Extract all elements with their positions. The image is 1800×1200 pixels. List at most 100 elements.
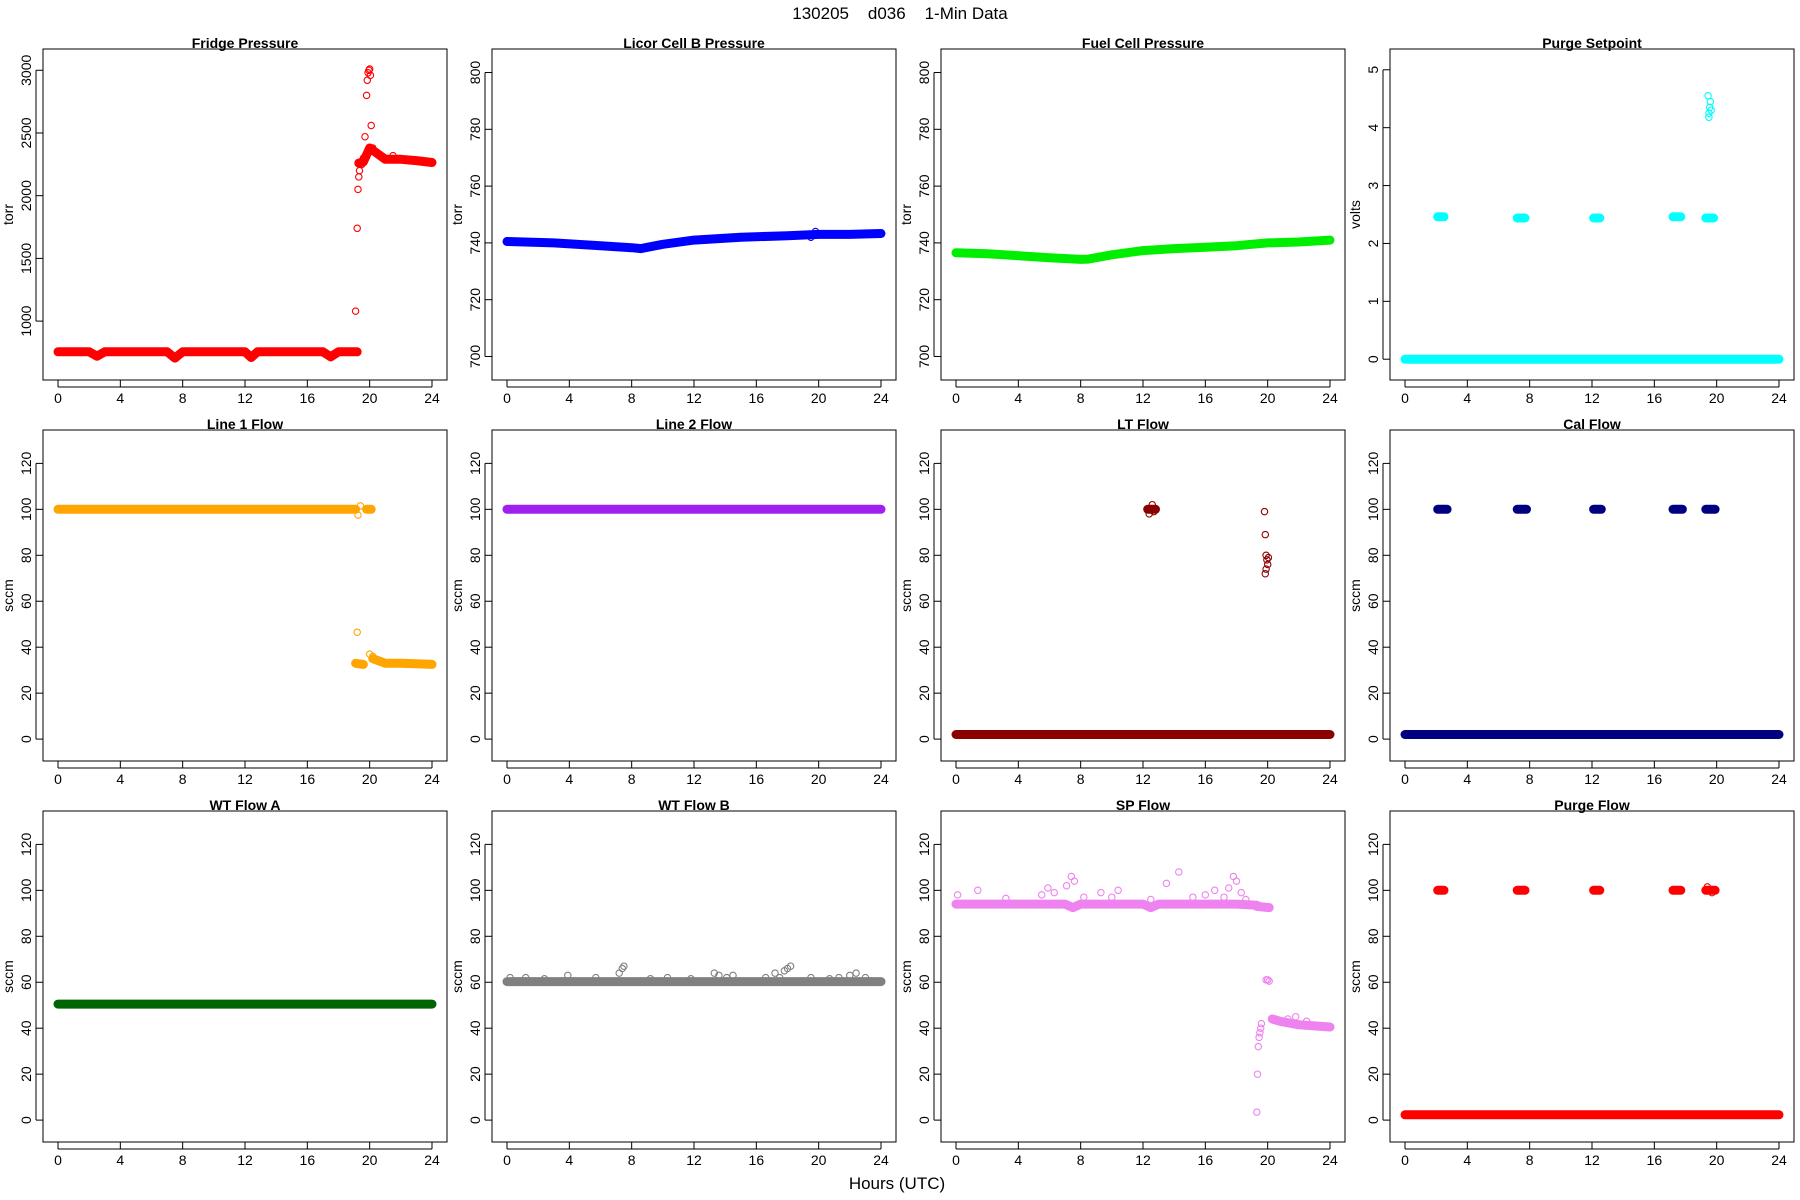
y-tick-label: 0 xyxy=(18,1116,34,1124)
x-tick-label: 4 xyxy=(116,390,124,406)
data-point xyxy=(362,91,371,100)
x-tick-label: 20 xyxy=(811,771,827,787)
data-point xyxy=(359,154,368,162)
panel-title: SP Flow xyxy=(1116,797,1170,813)
series-line xyxy=(354,143,437,168)
panel-11: Purge Flow sccm 0 4 8 12 16 20 24 0 20 40 60 80 100 120 xyxy=(1347,797,1795,1168)
y-tick-label: 80 xyxy=(1365,928,1381,944)
y-tick-label: 100 xyxy=(916,878,932,902)
y-tick-label: 4 xyxy=(1365,124,1381,132)
x-tick-label: 0 xyxy=(952,390,960,406)
data-point xyxy=(761,973,770,982)
panel-2: Fuel Cell Pressure torr 0 4 8 12 16 20 24 700 720 7… xyxy=(898,35,1346,406)
x-tick-label: 16 xyxy=(1198,771,1214,787)
y-axis-label: sccm xyxy=(449,579,465,612)
data-point xyxy=(1242,895,1250,904)
x-tick-label: 8 xyxy=(179,771,187,787)
y-tick-label: 20 xyxy=(916,1066,932,1082)
series-line xyxy=(351,658,368,669)
plot-frame xyxy=(1389,810,1795,1143)
panel-title: Fuel Cell Pressure xyxy=(1082,35,1204,51)
data-point xyxy=(1080,893,1088,901)
y-tick-label: 720 xyxy=(916,288,932,312)
figure-suptitle: 130205 d036 1-Min Data xyxy=(792,4,1008,23)
data-point xyxy=(1264,553,1273,562)
panel-9: WT Flow B sccm 0 4 8 12 16 20 24 0 20 40 60 80 100 120 xyxy=(449,797,897,1168)
x-tick-label: 20 xyxy=(1260,1152,1276,1168)
x-tick-label: 20 xyxy=(1709,390,1725,406)
data-point xyxy=(353,224,361,233)
x-tick-label: 24 xyxy=(873,1152,889,1168)
data-point xyxy=(1263,976,1272,984)
data-point xyxy=(1302,1017,1311,1026)
y-axis-label: sccm xyxy=(0,579,16,612)
data-point xyxy=(1265,977,1273,985)
data-point xyxy=(710,969,719,977)
y-tick-label: 2000 xyxy=(18,180,34,211)
data-point xyxy=(852,969,860,977)
panel-title: Fridge Pressure xyxy=(192,35,299,51)
plot-frame xyxy=(1389,429,1795,762)
y-tick-label: 20 xyxy=(467,685,483,701)
data-point xyxy=(1256,1024,1265,1032)
x-tick-label: 8 xyxy=(1077,1152,1085,1168)
data-point xyxy=(1284,1015,1292,1023)
data-point xyxy=(506,973,514,982)
x-tick-label: 12 xyxy=(1584,1152,1600,1168)
y-axis-label: sccm xyxy=(898,579,914,612)
data-point xyxy=(592,973,600,982)
plot-frame xyxy=(491,48,897,381)
y-tick-label: 40 xyxy=(1365,1020,1381,1036)
y-tick-label: 40 xyxy=(467,1020,483,1036)
x-tick-label: 20 xyxy=(362,1152,378,1168)
y-tick-label: 100 xyxy=(916,497,932,521)
x-tick-label: 16 xyxy=(749,1152,765,1168)
series-line xyxy=(1267,1014,1335,1032)
y-tick-label: 740 xyxy=(467,231,483,255)
data-point xyxy=(722,973,731,982)
x-tick-label: 16 xyxy=(1198,390,1214,406)
data-point xyxy=(663,973,672,982)
panel-title: LT Flow xyxy=(1117,416,1169,432)
data-point xyxy=(811,227,820,236)
plot-frame xyxy=(42,810,448,1143)
y-tick-label: 120 xyxy=(18,832,34,856)
data-point xyxy=(786,962,795,970)
x-tick-label: 0 xyxy=(1401,390,1409,406)
data-point xyxy=(953,891,962,899)
y-axis-label: torr xyxy=(0,204,16,225)
x-tick-label: 4 xyxy=(565,771,573,787)
x-tick-label: 8 xyxy=(1526,390,1534,406)
y-tick-label: 80 xyxy=(1365,547,1381,563)
y-tick-label: 720 xyxy=(467,288,483,312)
panel-title: Line 2 Flow xyxy=(656,416,732,432)
panel-10: SP Flow sccm 0 4 8 12 16 20 24 0 20 40 60 80 100 120 xyxy=(898,797,1346,1168)
data-point xyxy=(775,973,784,982)
data-point xyxy=(825,975,834,983)
panel-0: Fridge Pressure torr 0 4 8 12 16 20 24 1000 1500 20… xyxy=(0,35,448,406)
x-tick-label: 12 xyxy=(1135,390,1151,406)
panel-title: Cal Flow xyxy=(1563,416,1621,432)
y-tick-label: 80 xyxy=(18,547,34,563)
x-tick-label: 8 xyxy=(1077,771,1085,787)
y-axis-label: sccm xyxy=(1347,579,1363,612)
y-tick-label: 0 xyxy=(1365,735,1381,743)
x-tick-label: 16 xyxy=(300,1152,316,1168)
data-point xyxy=(1707,106,1715,115)
x-tick-label: 0 xyxy=(54,771,62,787)
data-point xyxy=(389,151,397,160)
y-axis-label: sccm xyxy=(0,960,16,993)
y-tick-label: 0 xyxy=(916,1116,932,1124)
y-tick-label: 20 xyxy=(1365,1066,1381,1082)
x-tick-label: 20 xyxy=(362,390,378,406)
y-tick-label: 120 xyxy=(1365,832,1381,856)
x-tick-label: 8 xyxy=(1526,771,1534,787)
data-point xyxy=(1097,888,1105,897)
plot-frame xyxy=(940,48,1346,381)
x-tick-label: 8 xyxy=(628,1152,636,1168)
data-point xyxy=(861,973,870,982)
y-tick-label: 1000 xyxy=(18,305,34,336)
x-tick-label: 24 xyxy=(1771,771,1787,787)
x-tick-label: 16 xyxy=(1647,1152,1663,1168)
y-tick-label: 40 xyxy=(467,639,483,655)
